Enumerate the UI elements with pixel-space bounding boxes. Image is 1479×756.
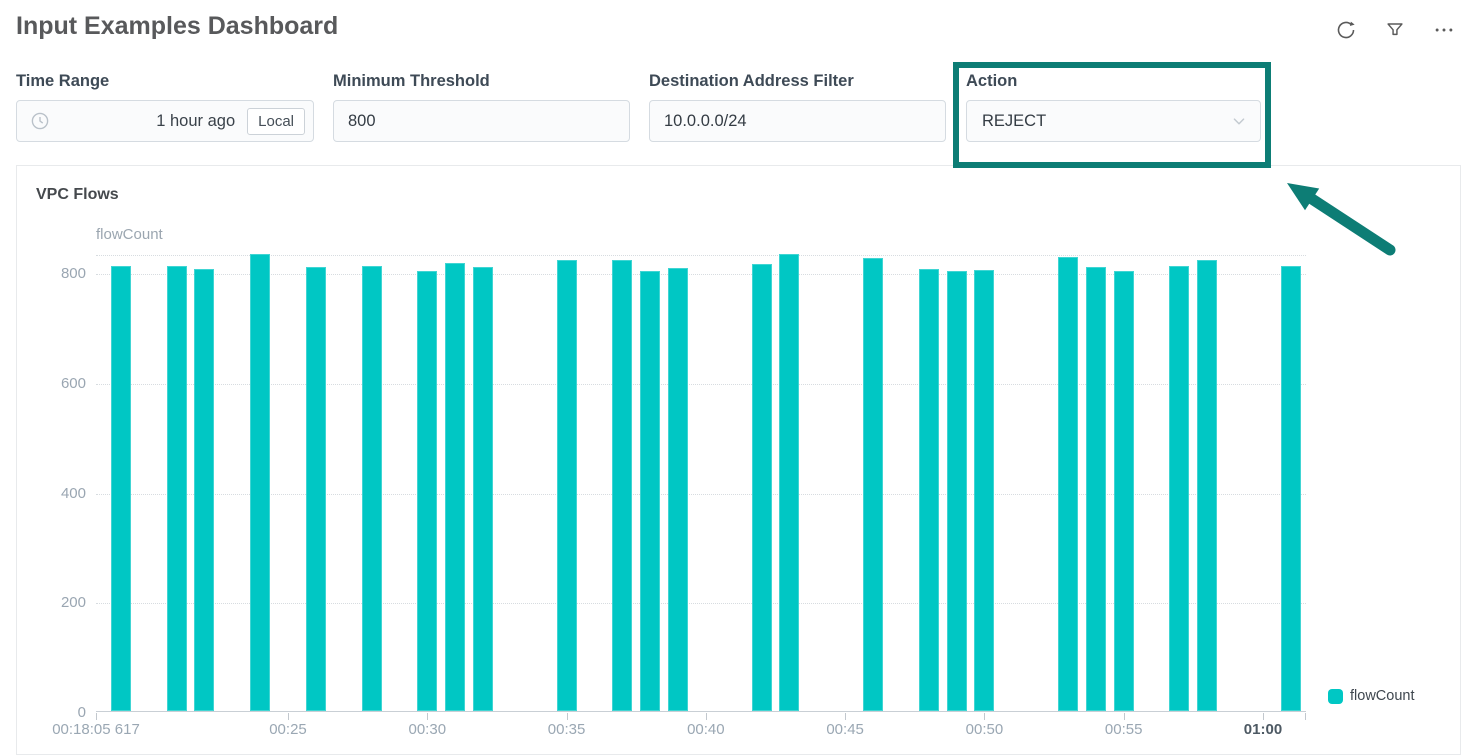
- y-axis-title: flowCount: [96, 226, 163, 243]
- gridline: [96, 603, 1306, 605]
- bar-00:42[interactable]: [751, 263, 772, 711]
- x-axis-tick-label: 00:50: [965, 721, 1004, 738]
- bar-00:46[interactable]: [862, 257, 883, 711]
- minimum-threshold-control: Minimum Threshold: [333, 72, 630, 142]
- legend-label: flowCount: [1350, 688, 1415, 704]
- destination-filter-control: Destination Address Filter: [649, 72, 946, 142]
- time-range-value: 1 hour ago: [156, 111, 236, 130]
- bar-00:54[interactable]: [1085, 266, 1106, 711]
- bar-00:49[interactable]: [946, 271, 967, 711]
- x-axis-tick: [1262, 713, 1264, 720]
- x-axis-tick-label: 01:00: [1243, 721, 1283, 738]
- bar-00:19[interactable]: [110, 266, 131, 711]
- bar-00:43[interactable]: [779, 254, 800, 711]
- bar-00:37[interactable]: [612, 259, 633, 711]
- minimum-threshold-label: Minimum Threshold: [333, 72, 490, 90]
- gridline: [96, 274, 1306, 276]
- x-axis-tick: [845, 713, 847, 720]
- bar-00:35[interactable]: [556, 260, 577, 711]
- more-icon: [1433, 19, 1457, 41]
- y-axis-tick-label: 600: [60, 374, 86, 392]
- x-axis-start-label: 00:18:05 617: [52, 721, 140, 738]
- time-range-control: Time Range 1 hour ago Local: [16, 72, 314, 142]
- action-select[interactable]: REJECT: [966, 100, 1261, 142]
- x-axis-tick-label: 00:55: [1104, 721, 1143, 738]
- local-timezone-button[interactable]: Local: [247, 107, 305, 135]
- clock-icon: [29, 110, 51, 132]
- minimum-threshold-input[interactable]: [334, 101, 629, 141]
- y-axis-tick-label: 400: [60, 484, 86, 502]
- x-axis-tick: [427, 713, 429, 720]
- x-axis-tick: [984, 713, 986, 720]
- x-axis-tick-label: 00:35: [547, 721, 586, 738]
- bar-00:39[interactable]: [667, 267, 688, 711]
- bar-00:32[interactable]: [472, 266, 493, 711]
- bar-00:31[interactable]: [445, 263, 466, 711]
- x-axis-tick: [96, 713, 97, 720]
- bar-00:22[interactable]: [194, 268, 215, 711]
- y-axis-tick-label: 800: [60, 265, 86, 283]
- filter-button[interactable]: [1384, 18, 1408, 42]
- bar-00:50[interactable]: [974, 269, 995, 711]
- time-range-input[interactable]: 1 hour ago Local: [16, 100, 314, 142]
- x-axis-tick-label: 00:45: [826, 721, 864, 738]
- destination-filter-label: Destination Address Filter: [649, 72, 854, 90]
- bar-00:38[interactable]: [640, 271, 661, 711]
- bar-00:30[interactable]: [417, 271, 438, 711]
- y-axis-tick-label: 200: [60, 594, 86, 612]
- x-axis-tick: [705, 713, 707, 720]
- minimum-threshold-box: [333, 100, 630, 142]
- gridline: [96, 383, 1306, 385]
- time-range-label: Time Range: [16, 72, 110, 90]
- gridline: [96, 493, 1306, 495]
- bar-00:57[interactable]: [1169, 266, 1190, 711]
- vpc-flows-panel: VPC Flows flowCount 0 200 400 600 800 00:18:0…: [16, 165, 1461, 755]
- page-title: Input Examples Dashboard: [16, 12, 339, 40]
- x-axis-tick: [1305, 713, 1306, 720]
- legend-swatch: [1328, 688, 1343, 704]
- action-label: Action: [966, 72, 1018, 90]
- x-axis-tick-label: 00:25: [269, 721, 307, 738]
- destination-filter-box: [649, 100, 946, 142]
- bar-01:01[interactable]: [1280, 265, 1301, 711]
- bar-00:28[interactable]: [361, 265, 382, 711]
- bar-00:21[interactable]: [166, 266, 187, 711]
- x-axis-tick-label: 00:40: [687, 721, 725, 738]
- bar-00:58[interactable]: [1197, 259, 1218, 711]
- destination-filter-input[interactable]: [650, 101, 945, 141]
- bar-chart-plot-area: 0 200 400 600 800 00:18:05 617 00:25 00:30 00:35…: [52, 254, 1306, 738]
- x-axis-tick: [1123, 713, 1125, 720]
- panel-title: VPC Flows: [36, 186, 119, 203]
- action-selected-value: REJECT: [982, 111, 1047, 130]
- header-toolbar: [1335, 18, 1457, 42]
- bar-00:55[interactable]: [1113, 271, 1134, 711]
- x-axis-tick: [566, 713, 568, 720]
- x-axis-tick: [288, 713, 289, 720]
- action-control: Action REJECT: [966, 72, 1261, 142]
- chevron-down-icon: [1228, 110, 1250, 132]
- x-axis-tick-label: 00:30: [408, 721, 447, 738]
- y-axis-tick-label: 0: [77, 704, 86, 721]
- refresh-icon: [1335, 19, 1359, 41]
- refresh-button[interactable]: [1335, 18, 1359, 42]
- filter-icon: [1384, 19, 1408, 41]
- legend-item-flowcount[interactable]: flowCount: [1328, 688, 1414, 704]
- more-button[interactable]: [1433, 18, 1457, 42]
- bar-00:26[interactable]: [305, 266, 326, 711]
- bar-00:48[interactable]: [918, 268, 939, 711]
- bar-00:24[interactable]: [250, 254, 271, 711]
- bar-00:53[interactable]: [1057, 256, 1078, 711]
